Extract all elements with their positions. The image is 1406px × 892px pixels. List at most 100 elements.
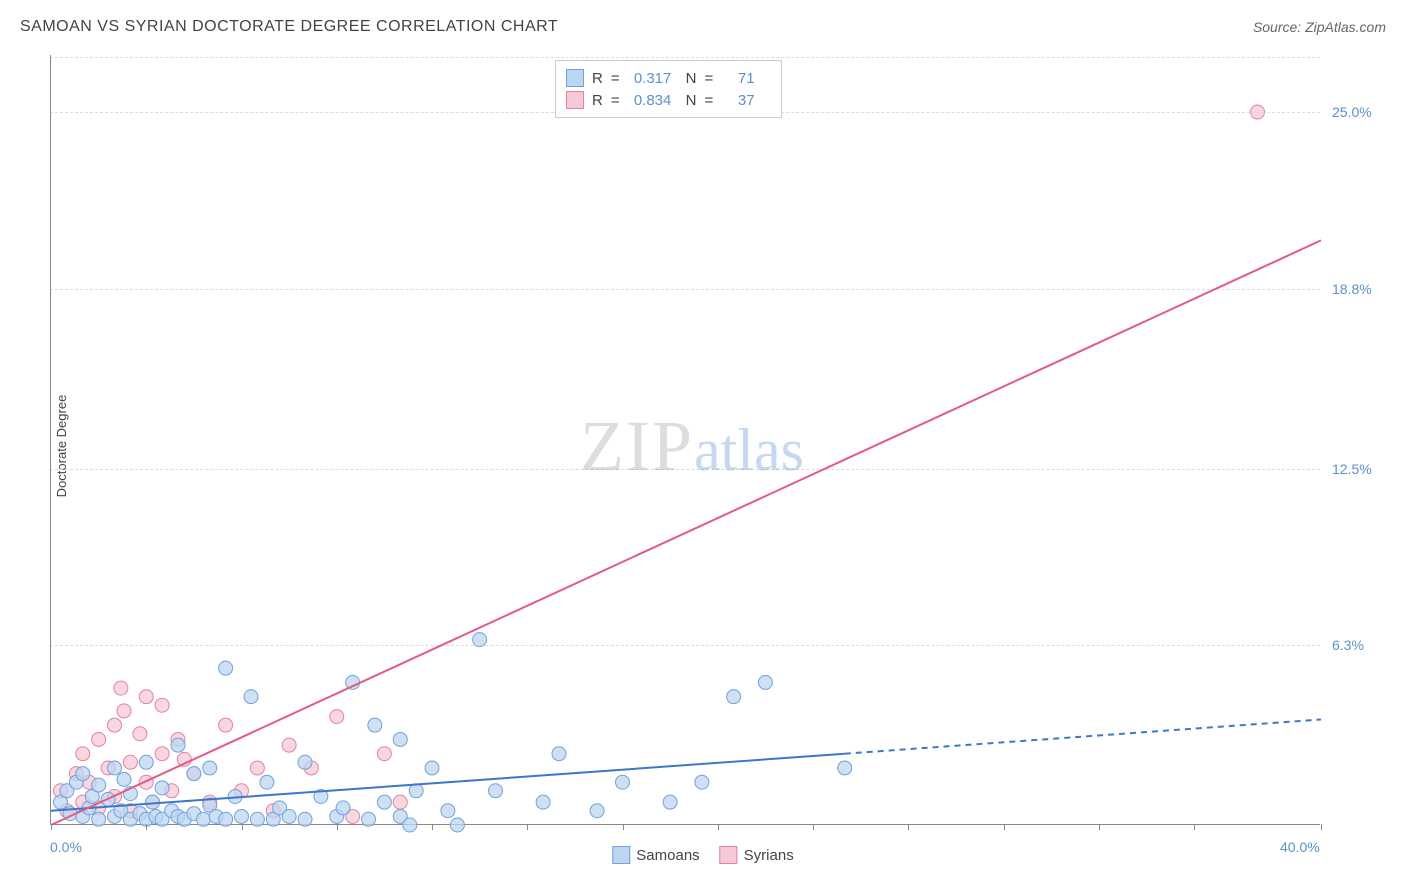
x-tick bbox=[813, 824, 814, 830]
data-point bbox=[133, 727, 147, 741]
r-label: R bbox=[592, 92, 603, 109]
data-point bbox=[260, 775, 274, 789]
y-tick-label: 25.0% bbox=[1332, 104, 1372, 120]
data-point bbox=[282, 809, 296, 823]
data-point bbox=[330, 710, 344, 724]
chart-header: SAMOAN VS SYRIAN DOCTORATE DEGREE CORREL… bbox=[20, 18, 1386, 36]
data-point bbox=[282, 738, 296, 752]
data-point bbox=[187, 767, 201, 781]
data-point bbox=[368, 718, 382, 732]
data-point bbox=[219, 812, 233, 826]
data-point bbox=[616, 775, 630, 789]
data-point bbox=[663, 795, 677, 809]
legend-label-samoans: Samoans bbox=[636, 847, 699, 864]
data-point bbox=[155, 781, 169, 795]
data-point bbox=[155, 698, 169, 712]
trend-line bbox=[51, 754, 845, 811]
data-point bbox=[219, 661, 233, 675]
data-point bbox=[489, 784, 503, 798]
plot-area bbox=[50, 55, 1320, 825]
data-point bbox=[403, 818, 417, 832]
x-tick bbox=[1194, 824, 1195, 830]
data-point bbox=[727, 690, 741, 704]
source-attribution: Source: ZipAtlas.com bbox=[1253, 19, 1386, 35]
legend-row-samoans: R = 0.317 N = 71 bbox=[566, 67, 771, 89]
equals-sign: = bbox=[704, 70, 713, 87]
r-value-samoans: 0.317 bbox=[628, 70, 678, 87]
data-point bbox=[393, 732, 407, 746]
data-point bbox=[117, 704, 131, 718]
data-point bbox=[838, 761, 852, 775]
data-point bbox=[108, 718, 122, 732]
data-point bbox=[139, 755, 153, 769]
legend-row-syrians: R = 0.834 N = 37 bbox=[566, 89, 771, 111]
n-label: N bbox=[686, 70, 697, 87]
data-point bbox=[171, 738, 185, 752]
data-point bbox=[441, 804, 455, 818]
data-point bbox=[196, 812, 210, 826]
data-point bbox=[92, 812, 106, 826]
equals-sign: = bbox=[611, 92, 620, 109]
data-point bbox=[590, 804, 604, 818]
n-label: N bbox=[686, 92, 697, 109]
x-tick bbox=[623, 824, 624, 830]
data-point bbox=[139, 690, 153, 704]
data-point bbox=[76, 747, 90, 761]
x-tick bbox=[146, 824, 147, 830]
data-point bbox=[108, 761, 122, 775]
x-axis-label: 40.0% bbox=[1280, 839, 1320, 855]
x-tick bbox=[908, 824, 909, 830]
series-legend: Samoans Syrians bbox=[612, 846, 793, 864]
data-point bbox=[92, 778, 106, 792]
y-tick-label: 6.3% bbox=[1332, 637, 1364, 653]
data-point bbox=[244, 690, 258, 704]
data-point bbox=[298, 812, 312, 826]
y-tick-label: 12.5% bbox=[1332, 461, 1372, 477]
r-label: R bbox=[592, 70, 603, 87]
data-point bbox=[117, 772, 131, 786]
r-value-syrians: 0.834 bbox=[628, 92, 678, 109]
data-point bbox=[695, 775, 709, 789]
data-point bbox=[393, 795, 407, 809]
data-point bbox=[362, 812, 376, 826]
data-point bbox=[377, 795, 391, 809]
data-point bbox=[536, 795, 550, 809]
data-point bbox=[92, 732, 106, 746]
data-point bbox=[758, 675, 772, 689]
swatch-syrians-icon bbox=[720, 846, 738, 864]
x-tick bbox=[242, 824, 243, 830]
x-tick bbox=[432, 824, 433, 830]
scatter-svg bbox=[51, 55, 1320, 824]
data-point bbox=[250, 761, 264, 775]
swatch-samoans bbox=[566, 69, 584, 87]
data-point bbox=[450, 818, 464, 832]
correlation-legend: R = 0.317 N = 71 R = 0.834 N = 37 bbox=[555, 60, 782, 118]
data-point bbox=[114, 681, 128, 695]
trend-line bbox=[51, 240, 1321, 825]
equals-sign: = bbox=[611, 70, 620, 87]
legend-item-samoans: Samoans bbox=[612, 846, 699, 864]
data-point bbox=[473, 633, 487, 647]
equals-sign: = bbox=[704, 92, 713, 109]
n-value-syrians: 37 bbox=[721, 92, 771, 109]
data-point bbox=[235, 809, 249, 823]
data-point bbox=[377, 747, 391, 761]
x-tick bbox=[1321, 824, 1322, 830]
data-point bbox=[219, 718, 233, 732]
legend-label-syrians: Syrians bbox=[744, 847, 794, 864]
swatch-syrians bbox=[566, 91, 584, 109]
x-tick bbox=[1099, 824, 1100, 830]
x-axis-label: 0.0% bbox=[50, 839, 82, 855]
data-point bbox=[552, 747, 566, 761]
x-tick bbox=[1004, 824, 1005, 830]
x-tick bbox=[718, 824, 719, 830]
trend-line-extrapolated bbox=[845, 719, 1321, 753]
y-tick-label: 18.8% bbox=[1332, 281, 1372, 297]
chart-title: SAMOAN VS SYRIAN DOCTORATE DEGREE CORREL… bbox=[20, 18, 558, 36]
data-point bbox=[203, 761, 217, 775]
data-point bbox=[336, 801, 350, 815]
data-point bbox=[155, 747, 169, 761]
x-tick bbox=[337, 824, 338, 830]
swatch-samoans-icon bbox=[612, 846, 630, 864]
data-point bbox=[1251, 105, 1265, 119]
